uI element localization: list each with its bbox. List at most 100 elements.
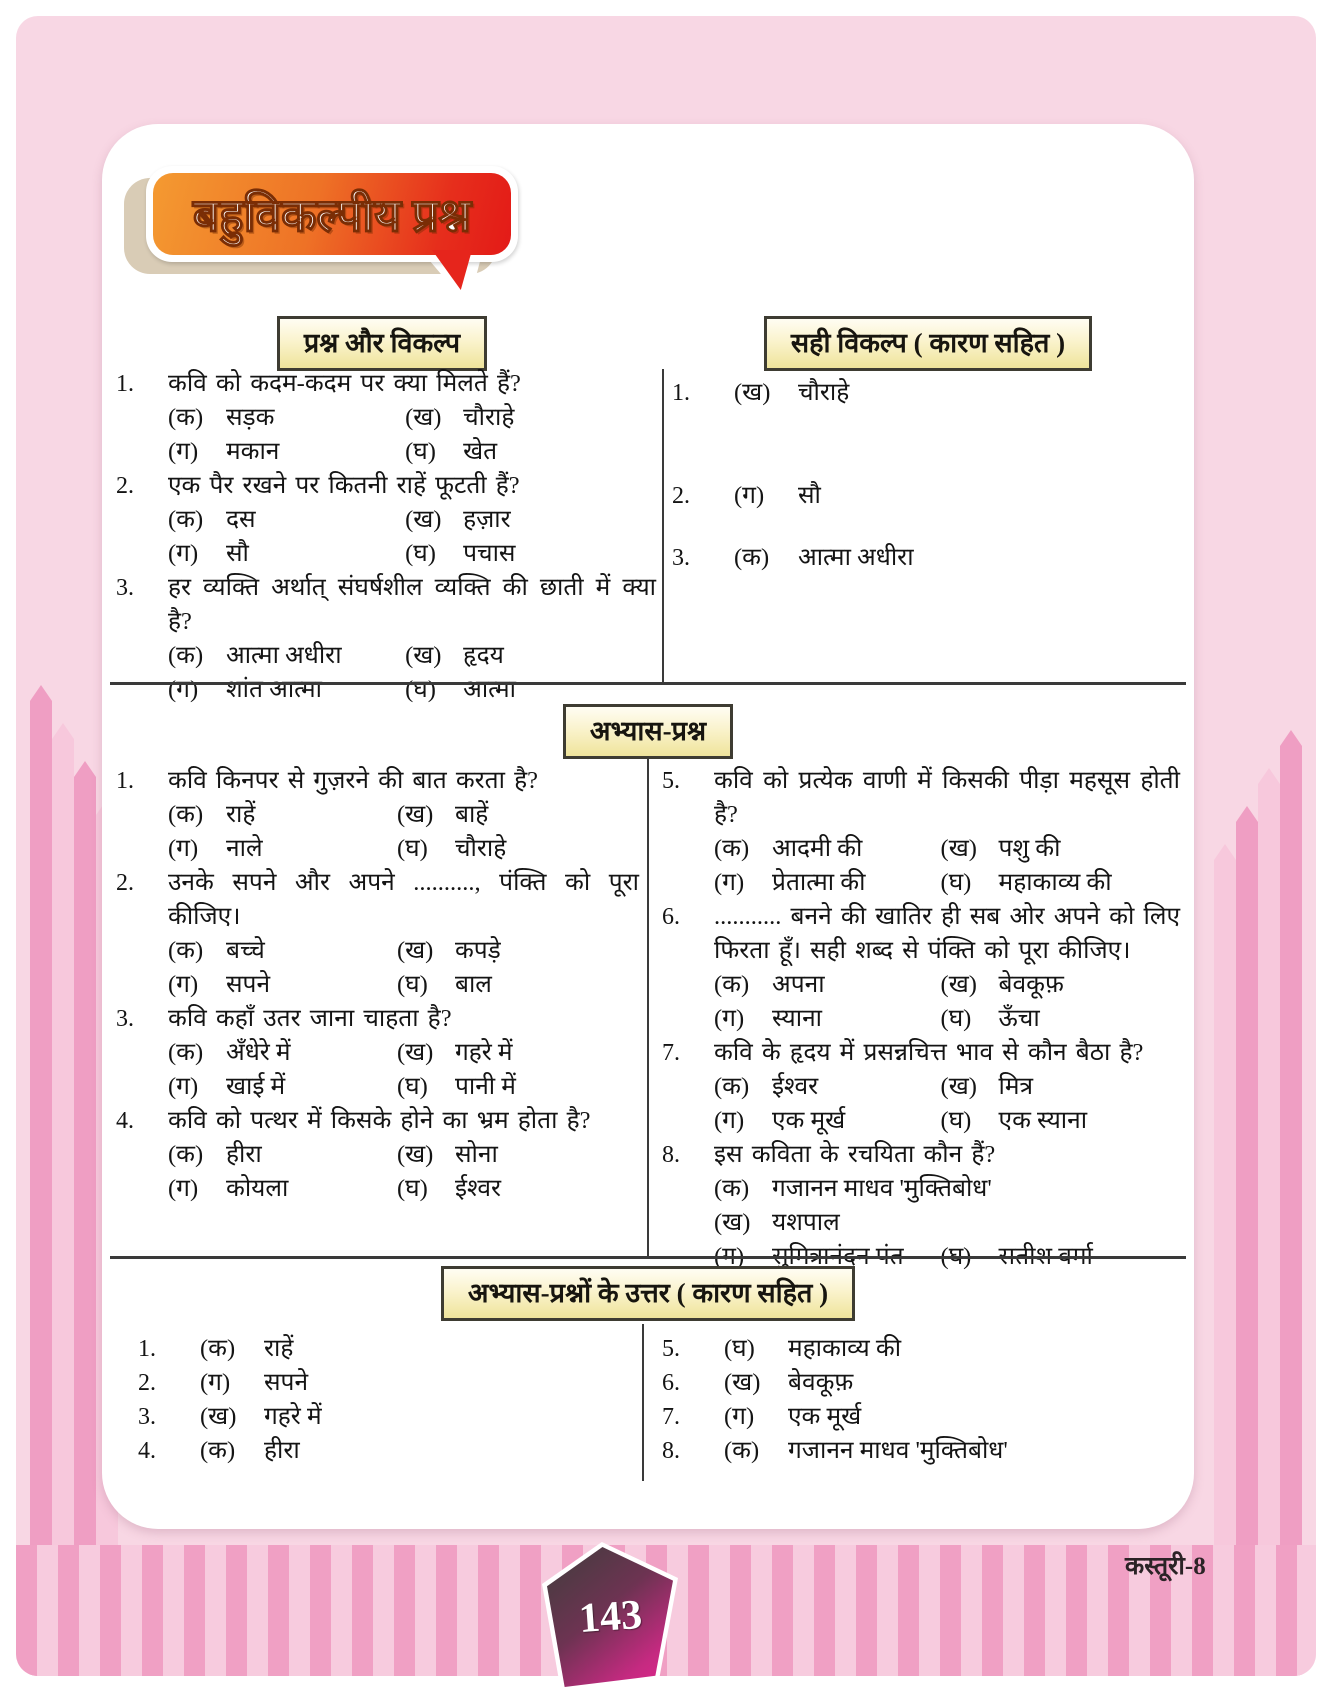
answers-header-wrap: अभ्यास-प्रश्नों के उत्तर ( कारण सहित ) [102, 1266, 1194, 1321]
option-label: (घ) [405, 676, 436, 703]
option-label: (क) [168, 1039, 204, 1066]
option-label: (घ) [396, 1073, 428, 1100]
option: (घ) पचास [405, 537, 662, 571]
option: (घ) बाल [397, 968, 645, 1002]
answer-text: गहरे में [264, 1403, 322, 1430]
option: (क) आदमी की [714, 832, 941, 866]
practice-answer-7: 7. (ग) एक मूर्ख [662, 1400, 1162, 1434]
option: (ख) मित्र [941, 1070, 1186, 1104]
option-text: ईश्वर [772, 1073, 819, 1100]
section3-divider [642, 1324, 644, 1481]
option: (ख) सोना [397, 1138, 645, 1172]
answer-number: 3. [138, 1404, 156, 1430]
option: (ग) प्रेतात्मा की [714, 866, 941, 900]
option-text: गजानन माधव 'मुक्तिबोध' [772, 1175, 992, 1202]
answer-label: (क) [200, 1335, 236, 1362]
option: (क) अपना [714, 968, 941, 1002]
answer-label: (ग) [724, 1403, 755, 1430]
option-text: मकान [226, 438, 280, 465]
option-label: (ख) [396, 801, 434, 828]
page-number: 143 [576, 1591, 644, 1643]
qa-right-header: सही विकल्प ( कारण सहित ) [763, 316, 1093, 371]
question-body: हर व्यक्ति अर्थात् संघर्षशील व्यक्ति की … [168, 571, 662, 707]
answer-text: सौ [798, 482, 821, 509]
option-text: मित्र [998, 1073, 1034, 1100]
qa-left-header: प्रश्न और विकल्प [276, 316, 488, 371]
question-number: 1. [116, 371, 134, 397]
option-label: (घ) [940, 1107, 972, 1134]
option: (ग) सौ [168, 537, 405, 571]
practice-answer-6: 6. (ख) बेवकूफ़ [662, 1366, 1162, 1400]
question-body: कवि को प्रत्येक वाणी में किसकी पीड़ा महस… [714, 764, 1186, 900]
option-label: (घ) [396, 1175, 428, 1202]
answer-text: सपने [264, 1369, 309, 1396]
option: (क) गजानन माधव 'मुक्तिबोध' [714, 1172, 1186, 1206]
answer-text: आत्मा अधीरा [798, 544, 914, 571]
option-text: पशु की [998, 835, 1061, 862]
option-label: (घ) [405, 438, 436, 465]
option-label: (ख) [405, 506, 442, 533]
option: (ख) गहरे में [397, 1036, 645, 1070]
qa-right-header-wrap: सही विकल्प ( कारण सहित ) [662, 316, 1194, 371]
section1-rule [110, 682, 1186, 685]
qa-answer-2: 2. (ग) सौ [672, 479, 1182, 513]
qa-answer-3: 3. (क) आत्मा अधीरा [672, 541, 1182, 575]
option-text: प्रेतात्मा की [772, 869, 866, 896]
option-text: कोयला [226, 1175, 289, 1202]
decor-stripe [1236, 806, 1258, 1676]
question-number: 3. [116, 1006, 134, 1032]
qa-left-header-wrap: प्रश्न और विकल्प [102, 316, 662, 371]
answer-text: एक मूर्ख [788, 1403, 862, 1430]
question-text: हर व्यक्ति अर्थात् संघर्षशील व्यक्ति की … [168, 574, 656, 635]
options: (क) अँधेरे में (ख) गहरे में (ग) खाई में (घ)… [168, 1036, 645, 1104]
answer-label: (घ) [724, 1335, 755, 1362]
practice-answer-4: 4. (क) हीरा [138, 1434, 618, 1468]
option-label: (ख) [405, 642, 442, 669]
question-number: 2. [116, 473, 134, 499]
question-text: कवि को पत्थर में किसके होने का भ्रम होता… [168, 1107, 591, 1134]
option-text: एक मूर्ख [772, 1107, 846, 1134]
options: (क) सड़क (ख) चौराहे (ग) मकान (घ) खेत [168, 401, 662, 469]
option: (ग) कोयला [168, 1172, 397, 1206]
book-label: कस्तूरी-8 [1125, 1553, 1206, 1580]
options: (क) आत्मा अधीरा (ख) हृदय (ग) शांत आत्मा (घ)… [168, 639, 662, 707]
option-label: (ख) [940, 1073, 977, 1100]
option-label: (ख) [396, 937, 434, 964]
page-number-shape: 143 [542, 1542, 678, 1692]
option-text: सड़क [226, 404, 275, 431]
answers-left-column: 1. (क) राहें 2. (ग) सपने 3. (ख) गहरे में… [138, 1332, 618, 1468]
options: (क) आदमी की (ख) पशु की (ग) प्रेतात्मा की (घ… [714, 832, 1186, 900]
option-text: एक स्याना [998, 1107, 1088, 1134]
option: (क) राहें [168, 798, 397, 832]
decor-stripe [1214, 844, 1236, 1676]
option: (ग) शांत आत्मा [168, 673, 405, 707]
options: (क) हीरा (ख) सोना (ग) कोयला (घ) ईश्वर [168, 1138, 645, 1206]
question-number: 5. [662, 768, 680, 794]
qa-question-1: 1. कवि को कदम-कदम पर क्या मिलते हैं? (क)… [116, 367, 662, 469]
option-label: (ग) [168, 438, 199, 465]
option-label: (ग) [714, 869, 745, 896]
answer-number: 3. [672, 545, 690, 571]
page-number-fill: 143 [547, 1547, 673, 1687]
option-label: (क) [714, 835, 750, 862]
option: (घ) खेत [405, 435, 662, 469]
qa-question-3: 3. हर व्यक्ति अर्थात् संघर्षशील व्यक्ति … [116, 571, 662, 707]
answer-label: (ख) [724, 1369, 761, 1396]
option-label: (घ) [940, 869, 972, 896]
answer-label: (ख) [734, 379, 771, 406]
option: (घ) आत्मा [405, 673, 662, 707]
decor-stripe [1258, 768, 1280, 1676]
option: (क) सड़क [168, 401, 405, 435]
option-text: आत्मा अधीरा [226, 642, 342, 669]
question-number: 8. [662, 1142, 680, 1168]
option: (घ) महाकाव्य की [941, 866, 1186, 900]
option: (ग) खाई में [168, 1070, 397, 1104]
section2-divider [647, 758, 649, 1256]
question-text: उनके सपने और अपने .........., पंक्ति को … [168, 869, 639, 930]
answer-text: हीरा [264, 1437, 300, 1464]
option-label: (क) [168, 801, 204, 828]
option-text: आत्मा [463, 676, 517, 703]
answer-number: 2. [672, 483, 690, 509]
option: (ख) हज़ार [405, 503, 662, 537]
